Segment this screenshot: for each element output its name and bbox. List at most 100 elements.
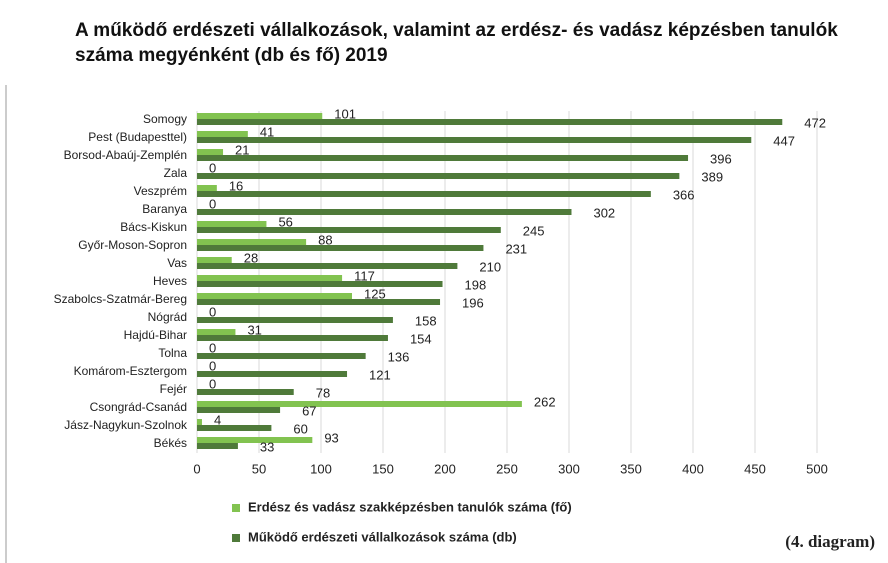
legend-swatch	[232, 504, 240, 512]
data-label: 31	[247, 322, 261, 337]
bar	[197, 317, 393, 323]
x-tick-label: 450	[744, 461, 766, 476]
data-label: 60	[293, 421, 307, 436]
x-tick-label: 500	[806, 461, 828, 476]
x-tick-label: 350	[620, 461, 642, 476]
y-tick-label: Szabolcs-Szatmár-Bereg	[54, 292, 187, 306]
data-label: 389	[701, 169, 723, 184]
data-label: 262	[534, 394, 556, 409]
data-label: 101	[334, 106, 356, 121]
bar	[197, 155, 689, 161]
data-label: 33	[260, 439, 274, 454]
data-label: 93	[324, 430, 338, 445]
y-tick-label: Veszprém	[134, 184, 187, 198]
bar	[197, 257, 232, 263]
bar	[197, 371, 348, 377]
data-label: 88	[318, 232, 332, 247]
bar	[197, 419, 202, 425]
data-label: 198	[465, 277, 487, 292]
bar	[197, 425, 272, 431]
bar	[197, 131, 248, 137]
data-label: 117	[354, 268, 375, 283]
bar	[197, 245, 484, 251]
y-tick-label: Borsod-Abaúj-Zemplén	[64, 148, 187, 162]
data-label: 125	[364, 286, 386, 301]
bar	[197, 401, 522, 407]
bar	[197, 299, 441, 305]
data-label: 16	[229, 178, 243, 193]
x-tick-label: 200	[434, 461, 456, 476]
y-tick-label: Heves	[153, 274, 187, 288]
x-tick-label: 150	[372, 461, 394, 476]
data-label: 210	[479, 259, 501, 274]
data-label: 231	[505, 241, 527, 256]
data-label: 56	[278, 214, 292, 229]
data-label: 447	[773, 133, 795, 148]
y-tick-label: Győr-Moson-Sopron	[78, 238, 187, 252]
bar	[197, 263, 458, 269]
data-label: 0	[209, 358, 216, 373]
bar	[197, 335, 388, 341]
x-tick-label: 250	[496, 461, 518, 476]
y-tick-label: Csongrád-Csanád	[90, 400, 187, 414]
bar	[197, 443, 238, 449]
data-label: 158	[415, 313, 437, 328]
bar	[197, 149, 224, 155]
x-tick-label: 400	[682, 461, 704, 476]
data-label: 78	[316, 385, 330, 400]
data-label: 0	[209, 160, 216, 175]
y-tick-label: Fejér	[160, 382, 187, 396]
bar	[197, 185, 217, 191]
data-label: 0	[209, 376, 216, 391]
data-label: 0	[209, 304, 216, 319]
y-tick-label: Tolna	[158, 346, 187, 360]
data-label: 0	[209, 196, 216, 211]
data-label: 28	[244, 250, 258, 265]
chart-title: A működő erdészeti vállalkozások, valami…	[75, 20, 838, 66]
data-label: 121	[369, 367, 391, 382]
data-label: 136	[388, 349, 410, 364]
data-label: 245	[523, 223, 545, 238]
bar	[197, 227, 501, 233]
bar	[197, 221, 267, 227]
bar	[197, 275, 343, 281]
x-tick-label: 0	[193, 461, 200, 476]
data-label: 41	[260, 124, 274, 139]
y-tick-label: Hajdú-Bihar	[124, 328, 187, 342]
bar	[197, 437, 313, 443]
bar	[197, 191, 651, 197]
bar	[197, 239, 307, 245]
bar	[197, 407, 281, 413]
bar	[197, 329, 236, 335]
y-tick-label: Zala	[164, 166, 188, 180]
data-label: 196	[462, 295, 484, 310]
bar	[197, 119, 783, 125]
annotation: (4. diagram)	[785, 532, 875, 551]
x-tick-label: 100	[310, 461, 332, 476]
data-label: 472	[804, 115, 826, 130]
x-tick-label: 50	[252, 461, 266, 476]
legend-label: Erdész és vadász szakképzésben tanulók s…	[248, 499, 572, 514]
y-tick-label: Vas	[167, 256, 187, 270]
data-label: 366	[673, 187, 695, 202]
bar	[197, 113, 323, 119]
data-label: 154	[410, 331, 432, 346]
data-label: 302	[593, 205, 615, 220]
y-tick-label: Pest (Budapesttel)	[88, 130, 187, 144]
y-tick-label: Bács-Kiskun	[120, 220, 187, 234]
bar	[197, 137, 752, 143]
bar	[197, 389, 294, 395]
data-label: 396	[710, 151, 732, 166]
legend-swatch	[232, 534, 240, 542]
data-label: 21	[235, 142, 249, 157]
y-tick-label: Jász-Nagykun-Szolnok	[64, 418, 188, 432]
legend-label: Működő erdészeti vállalkozások száma (db…	[248, 529, 517, 544]
y-tick-label: Komárom-Esztergom	[74, 364, 187, 378]
bar	[197, 173, 680, 179]
x-tick-label: 300	[558, 461, 580, 476]
data-label: 0	[209, 340, 216, 355]
y-tick-label: Nógrád	[148, 310, 187, 324]
y-tick-label: Somogy	[143, 112, 187, 126]
bar	[197, 281, 443, 287]
